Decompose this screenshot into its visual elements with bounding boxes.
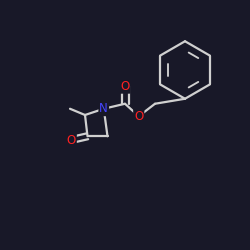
Text: O: O: [66, 134, 76, 146]
Text: O: O: [134, 110, 143, 123]
Text: O: O: [120, 80, 130, 93]
Text: N: N: [100, 102, 108, 115]
